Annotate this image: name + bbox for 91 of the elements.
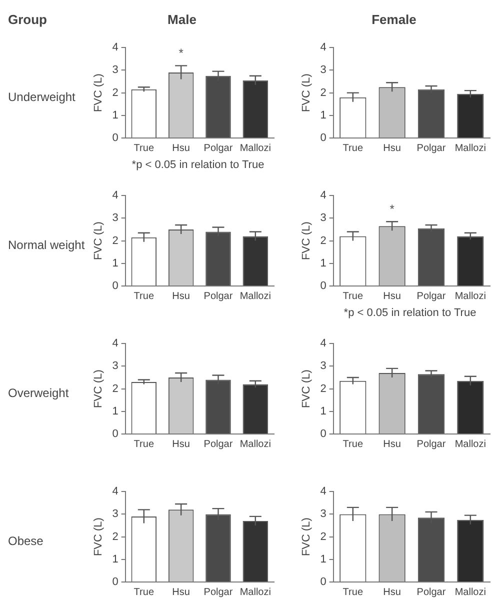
y-tick-label: 3 xyxy=(112,212,118,224)
y-axis-title: FVC (L) xyxy=(300,370,313,408)
x-tick-label: Hsu xyxy=(383,586,401,598)
text: Normal weight xyxy=(8,238,85,252)
x-tick-label: True xyxy=(134,142,154,154)
y-tick-label: 2 xyxy=(112,86,118,99)
x-tick-label: Hsu xyxy=(172,438,190,450)
x-tick-label: Hsu xyxy=(383,290,401,302)
x-tick-label: Hsu xyxy=(172,142,190,154)
y-tick-label: 1 xyxy=(320,405,326,418)
y-tick-label: 0 xyxy=(320,428,326,440)
x-tick-label: True xyxy=(342,290,364,302)
y-tick-label: 2 xyxy=(112,382,118,395)
y-tick-label: 1 xyxy=(112,257,118,270)
y-tick-label: 3 xyxy=(112,64,118,76)
x-tick-label: Polgar xyxy=(416,290,446,302)
x-tick-label: True xyxy=(134,438,154,450)
x-tick-label: Mallozi xyxy=(454,290,486,302)
x-tick-label: Polgar xyxy=(204,438,234,450)
y-tick-label: 3 xyxy=(112,360,118,372)
y-tick-label: 3 xyxy=(320,212,326,224)
y-tick-label: 4 xyxy=(320,338,326,350)
y-tick-label: 1 xyxy=(320,257,326,270)
x-tick-label: Mallozi xyxy=(454,142,486,154)
y-tick-label: 4 xyxy=(320,486,326,498)
x-tick-label: Polgar xyxy=(416,438,446,450)
y-tick-label: 4 xyxy=(112,190,118,202)
y-tick-label: 0 xyxy=(112,428,118,440)
x-tick-label: Mallozi xyxy=(240,586,271,598)
y-tick-label: 1 xyxy=(320,553,326,566)
x-tick-label: Hsu xyxy=(172,290,190,302)
y-tick-label: 1 xyxy=(320,109,326,122)
x-tick-label: True xyxy=(342,438,364,450)
text: Underweight xyxy=(8,90,76,104)
y-tick-label: 3 xyxy=(320,360,326,372)
y-tick-label: 0 xyxy=(320,576,326,588)
x-tick-label: Polgar xyxy=(204,142,234,154)
y-axis-title: FVC (L) xyxy=(300,222,313,260)
y-axis-title: FVC (L) xyxy=(92,370,105,408)
y-axis-title: FVC (L) xyxy=(300,518,313,556)
y-tick-label: 4 xyxy=(320,190,326,202)
y-axis-title: FVC (L) xyxy=(92,74,105,112)
y-tick-label: 3 xyxy=(320,64,326,76)
y-tick-label: 0 xyxy=(112,132,118,144)
y-tick-label: 4 xyxy=(112,338,118,350)
y-tick-label: 2 xyxy=(320,530,326,543)
x-tick-label: Hsu xyxy=(383,438,401,450)
x-tick-label: Polgar xyxy=(416,586,446,598)
x-tick-label: True xyxy=(134,586,154,598)
text: Group xyxy=(8,12,47,27)
y-tick-label: 2 xyxy=(320,86,326,99)
chart-title: Female xyxy=(370,12,418,27)
y-tick-label: 1 xyxy=(112,553,118,566)
y-axis-title: FVC (L) xyxy=(300,74,313,112)
y-axis-title: FVC (L) xyxy=(92,222,105,260)
chart-title: Male xyxy=(166,12,198,27)
x-tick-label: Hsu xyxy=(383,142,401,154)
text: *p < 0.05 in relation to True xyxy=(342,307,478,319)
y-tick-label: 4 xyxy=(112,486,118,498)
x-tick-label: True xyxy=(134,290,154,302)
text: Overweight xyxy=(8,386,69,400)
y-tick-label: 3 xyxy=(320,508,326,520)
y-tick-label: 1 xyxy=(112,109,118,122)
x-tick-label: Mallozi xyxy=(454,438,486,450)
x-tick-label: Polgar xyxy=(204,290,234,302)
y-tick-label: 0 xyxy=(112,280,118,292)
x-tick-label: Hsu xyxy=(172,586,190,598)
x-tick-label: Mallozi xyxy=(240,438,271,450)
y-tick-label: 3 xyxy=(112,508,118,520)
annotation: * xyxy=(390,202,395,216)
text: *p < 0.05 in relation to True xyxy=(130,159,266,171)
y-tick-label: 4 xyxy=(320,42,326,54)
x-tick-label: True xyxy=(342,142,364,154)
y-tick-label: 1 xyxy=(112,405,118,418)
y-tick-label: 4 xyxy=(112,42,118,54)
y-tick-label: 2 xyxy=(320,234,326,247)
y-tick-label: 0 xyxy=(320,280,326,292)
text: Obese xyxy=(8,534,44,548)
x-tick-label: Mallozi xyxy=(454,586,486,598)
y-tick-label: 2 xyxy=(112,234,118,247)
y-tick-label: 2 xyxy=(112,530,118,543)
x-tick-label: Mallozi xyxy=(240,290,271,302)
y-tick-label: 0 xyxy=(112,576,118,588)
y-axis-title: FVC (L) xyxy=(92,518,105,556)
x-tick-label: Mallozi xyxy=(240,142,271,154)
x-tick-label: True xyxy=(342,586,364,598)
x-tick-label: Polgar xyxy=(416,142,446,154)
y-tick-label: 2 xyxy=(320,382,326,395)
y-tick-label: 0 xyxy=(320,132,326,144)
annotation: * xyxy=(178,46,184,60)
x-tick-label: Polgar xyxy=(204,586,234,598)
